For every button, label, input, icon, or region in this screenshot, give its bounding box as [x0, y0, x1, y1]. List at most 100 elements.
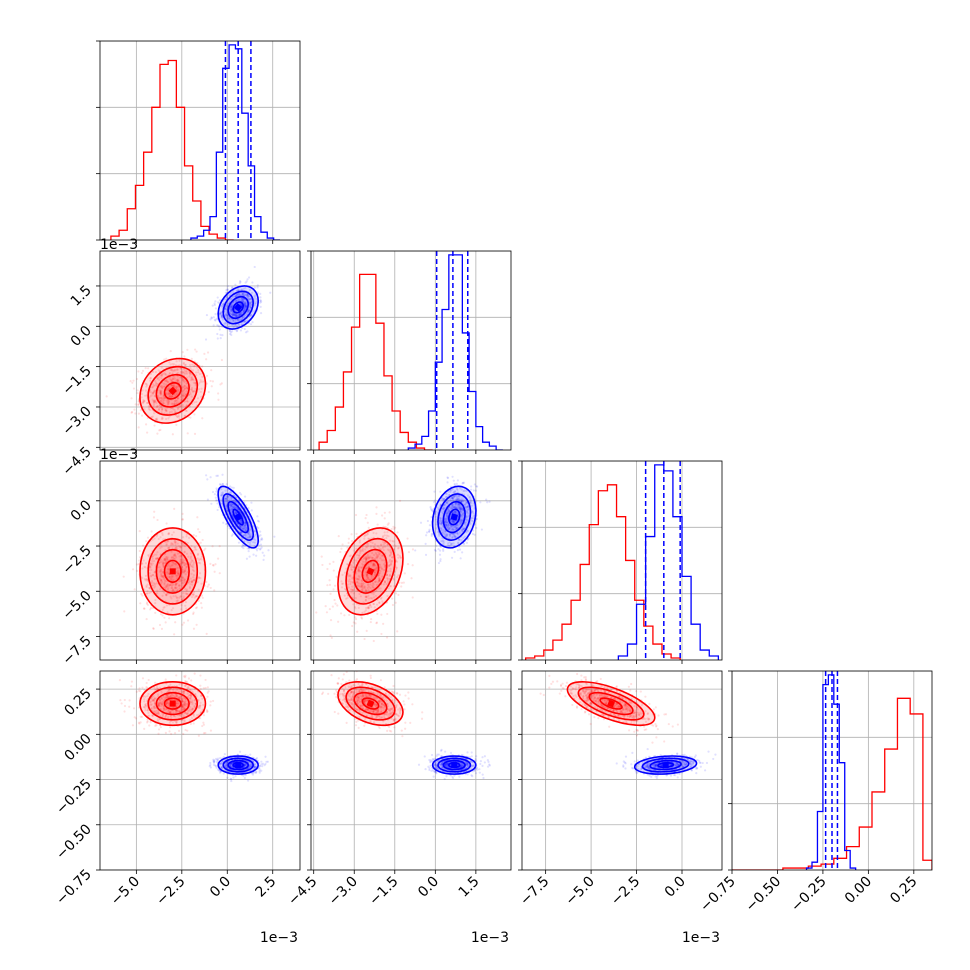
histogram-series-0 [110, 59, 234, 240]
contour-level-1 [147, 686, 199, 721]
x-tick-label: 0.25 [887, 874, 920, 907]
contour-level-2 [353, 691, 388, 716]
density-series-1 [217, 285, 259, 330]
contour-level-0 [217, 285, 259, 330]
density-series-1 [217, 485, 259, 549]
x-tick-label: −2.5 [608, 874, 643, 909]
contour-level-0 [217, 755, 259, 775]
contour-level-2 [353, 548, 388, 594]
contour-level-2 [155, 691, 190, 716]
panel-0-0 [96, 40, 301, 244]
contour-level-0 [337, 527, 404, 616]
x-tick-label: −2.5 [153, 874, 188, 909]
contour-level-1 [345, 686, 396, 721]
x-tick-label: −1.5 [366, 874, 401, 909]
x-tick-label: 0.00 [842, 874, 875, 907]
panel-frame [99, 460, 301, 661]
panel-plot-area [100, 41, 300, 240]
scatter-points-series-1 [204, 265, 272, 341]
contour-level-2 [155, 373, 190, 408]
panel-plot-area [100, 671, 300, 870]
density-series-1 [431, 485, 477, 549]
contour-level-1 [345, 537, 396, 605]
y-tick-label: −3.0 [59, 403, 94, 438]
density-series-1 [431, 755, 477, 775]
contour-level-0 [633, 755, 698, 775]
contour-level-1 [577, 686, 645, 721]
contour-level-3 [599, 697, 623, 710]
density-series-1 [217, 755, 259, 775]
panel-plot-area [311, 461, 511, 660]
panel-3-3: −0.75 −0.50 −0.25 0.00 0.25 [697, 670, 933, 916]
contour-level-3 [361, 697, 380, 710]
panel-plot-area [311, 251, 511, 450]
x-offset-label: 1e−3 [471, 930, 509, 946]
contour-level-1 [222, 493, 254, 541]
panel-plot-area [100, 461, 300, 660]
panel-plot-area [522, 461, 722, 660]
x-tick-label: −4.5 [285, 874, 320, 909]
x-tick-label: 0.0 [415, 874, 442, 901]
panel-3-0: −0.75−0.50−0.25 0.00 0.25 −5.0 −2.5 0.0 2.5 [53, 670, 301, 909]
contour-level-2 [442, 500, 466, 534]
contour-level-0 [566, 681, 656, 727]
contour-level-1 [147, 537, 199, 605]
x-tick-label: −5.0 [563, 874, 598, 909]
contour-level-2 [588, 691, 634, 716]
x-tick-label: −5.0 [108, 874, 143, 909]
histogram-series-0 [524, 484, 681, 660]
panel-frame [99, 250, 301, 451]
contour-level-2 [227, 500, 249, 534]
contour-level-0 [139, 527, 207, 616]
contour-level-0 [431, 485, 477, 549]
contour-level-2 [442, 759, 466, 771]
contour-level-3 [448, 508, 461, 526]
panel-frame [731, 670, 933, 871]
density-peak [169, 568, 176, 575]
panel-1-1 [307, 250, 512, 454]
contour-level-1 [437, 757, 472, 773]
panel-2-0: −7.5 −5.0 −2.5 0.0 [59, 460, 301, 668]
contour-level-0 [139, 357, 207, 424]
density-series-0 [566, 681, 656, 727]
contour-level-1 [222, 290, 254, 325]
panel-frame [310, 670, 512, 871]
histogram-series-1 [617, 464, 720, 660]
contour-level-1 [437, 493, 472, 541]
y-tick-label: −0.50 [53, 821, 95, 863]
x-tick-label: 2.5 [252, 874, 279, 901]
density-peak [662, 761, 669, 769]
contour-level-0 [431, 755, 477, 775]
x-offset-label: 1e−3 [682, 930, 720, 946]
y-offset-label: 1e−3 [100, 447, 138, 463]
contour-level-2 [227, 295, 249, 320]
panel-frame [521, 460, 723, 661]
histogram-series-1 [407, 254, 503, 450]
y-tick-label: −2.5 [59, 543, 94, 578]
y-tick-label: −5.0 [59, 588, 94, 623]
y-tick-label: 0.00 [61, 731, 94, 764]
y-tick-label: −0.25 [53, 776, 95, 818]
x-tick-label: −7.5 [517, 874, 552, 909]
histogram-series-1 [190, 44, 280, 240]
contour-level-2 [649, 759, 682, 771]
panel-2-2 [518, 460, 723, 664]
x-tick-label: −0.75 [697, 874, 739, 916]
panel-3-1: −4.5 −3.0 −1.5 0.0 1.5 [285, 670, 512, 909]
density-peak [451, 762, 458, 769]
panel-frame [310, 460, 512, 661]
density-series-0 [337, 681, 404, 727]
contour-level-0 [139, 681, 207, 727]
x-offset-label: 1e−3 [260, 930, 298, 946]
contour-level-3 [232, 301, 244, 314]
y-tick-label: −7.5 [59, 633, 94, 668]
y-tick-label: 1.5 [68, 282, 95, 309]
y-offset-label: 1e−3 [100, 237, 138, 253]
y-tick-label: 0.0 [68, 497, 95, 524]
y-tick-label: 0.25 [61, 686, 94, 719]
contour-level-3 [163, 697, 182, 710]
contour-level-0 [217, 485, 259, 549]
panel-frame [521, 670, 723, 871]
x-tick-label: 0.0 [207, 874, 234, 901]
